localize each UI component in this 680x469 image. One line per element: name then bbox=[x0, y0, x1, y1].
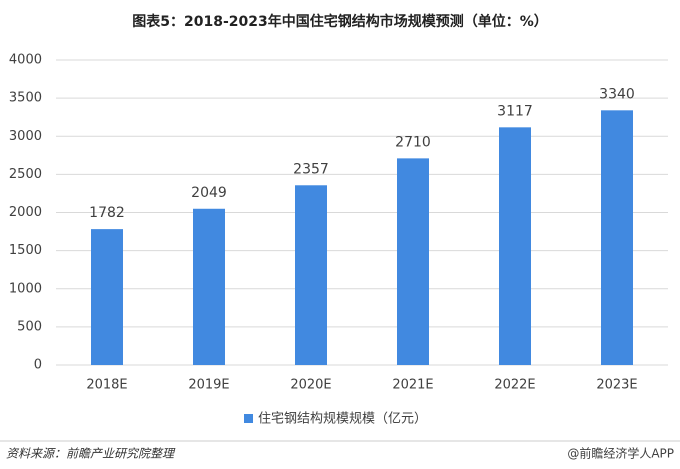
bar bbox=[499, 127, 531, 365]
legend-swatch bbox=[244, 414, 253, 423]
x-tick-label: 2018E bbox=[86, 378, 127, 393]
data-label: 2710 bbox=[395, 134, 431, 150]
bar bbox=[295, 185, 327, 365]
y-tick-label: 500 bbox=[17, 319, 42, 334]
credit: @前瞻经济学人APP bbox=[567, 446, 674, 461]
data-label: 2357 bbox=[293, 161, 329, 177]
y-tick-label: 4000 bbox=[9, 53, 42, 68]
data-label: 2049 bbox=[191, 185, 227, 201]
y-tick-label: 3500 bbox=[9, 91, 42, 106]
y-tick-label: 1500 bbox=[9, 243, 42, 258]
x-tick-label: 2022E bbox=[494, 378, 535, 393]
y-tick-label: 0 bbox=[34, 358, 42, 373]
legend-label: 住宅钢结构规模规模（亿元） bbox=[258, 412, 427, 427]
data-label: 3117 bbox=[497, 103, 533, 119]
y-tick-label: 1000 bbox=[9, 281, 42, 296]
x-tick-label: 2021E bbox=[392, 378, 433, 393]
x-tick-label: 2019E bbox=[188, 378, 229, 393]
bar bbox=[397, 158, 429, 365]
y-tick-label: 2000 bbox=[9, 205, 42, 220]
y-tick-label: 2500 bbox=[9, 167, 42, 182]
source-note: 资料来源：前瞻产业研究院整理 bbox=[6, 447, 176, 461]
data-label: 1782 bbox=[89, 205, 125, 221]
bar bbox=[91, 229, 123, 365]
chart-title: 图表5：2018-2023年中国住宅钢结构市场规模预测（单位：%） bbox=[132, 13, 548, 30]
y-tick-label: 3000 bbox=[9, 129, 42, 144]
data-label: 3340 bbox=[599, 86, 635, 102]
x-tick-label: 2023E bbox=[596, 378, 637, 393]
bar bbox=[601, 110, 633, 365]
x-tick-label: 2020E bbox=[290, 378, 331, 393]
bar bbox=[193, 208, 225, 365]
